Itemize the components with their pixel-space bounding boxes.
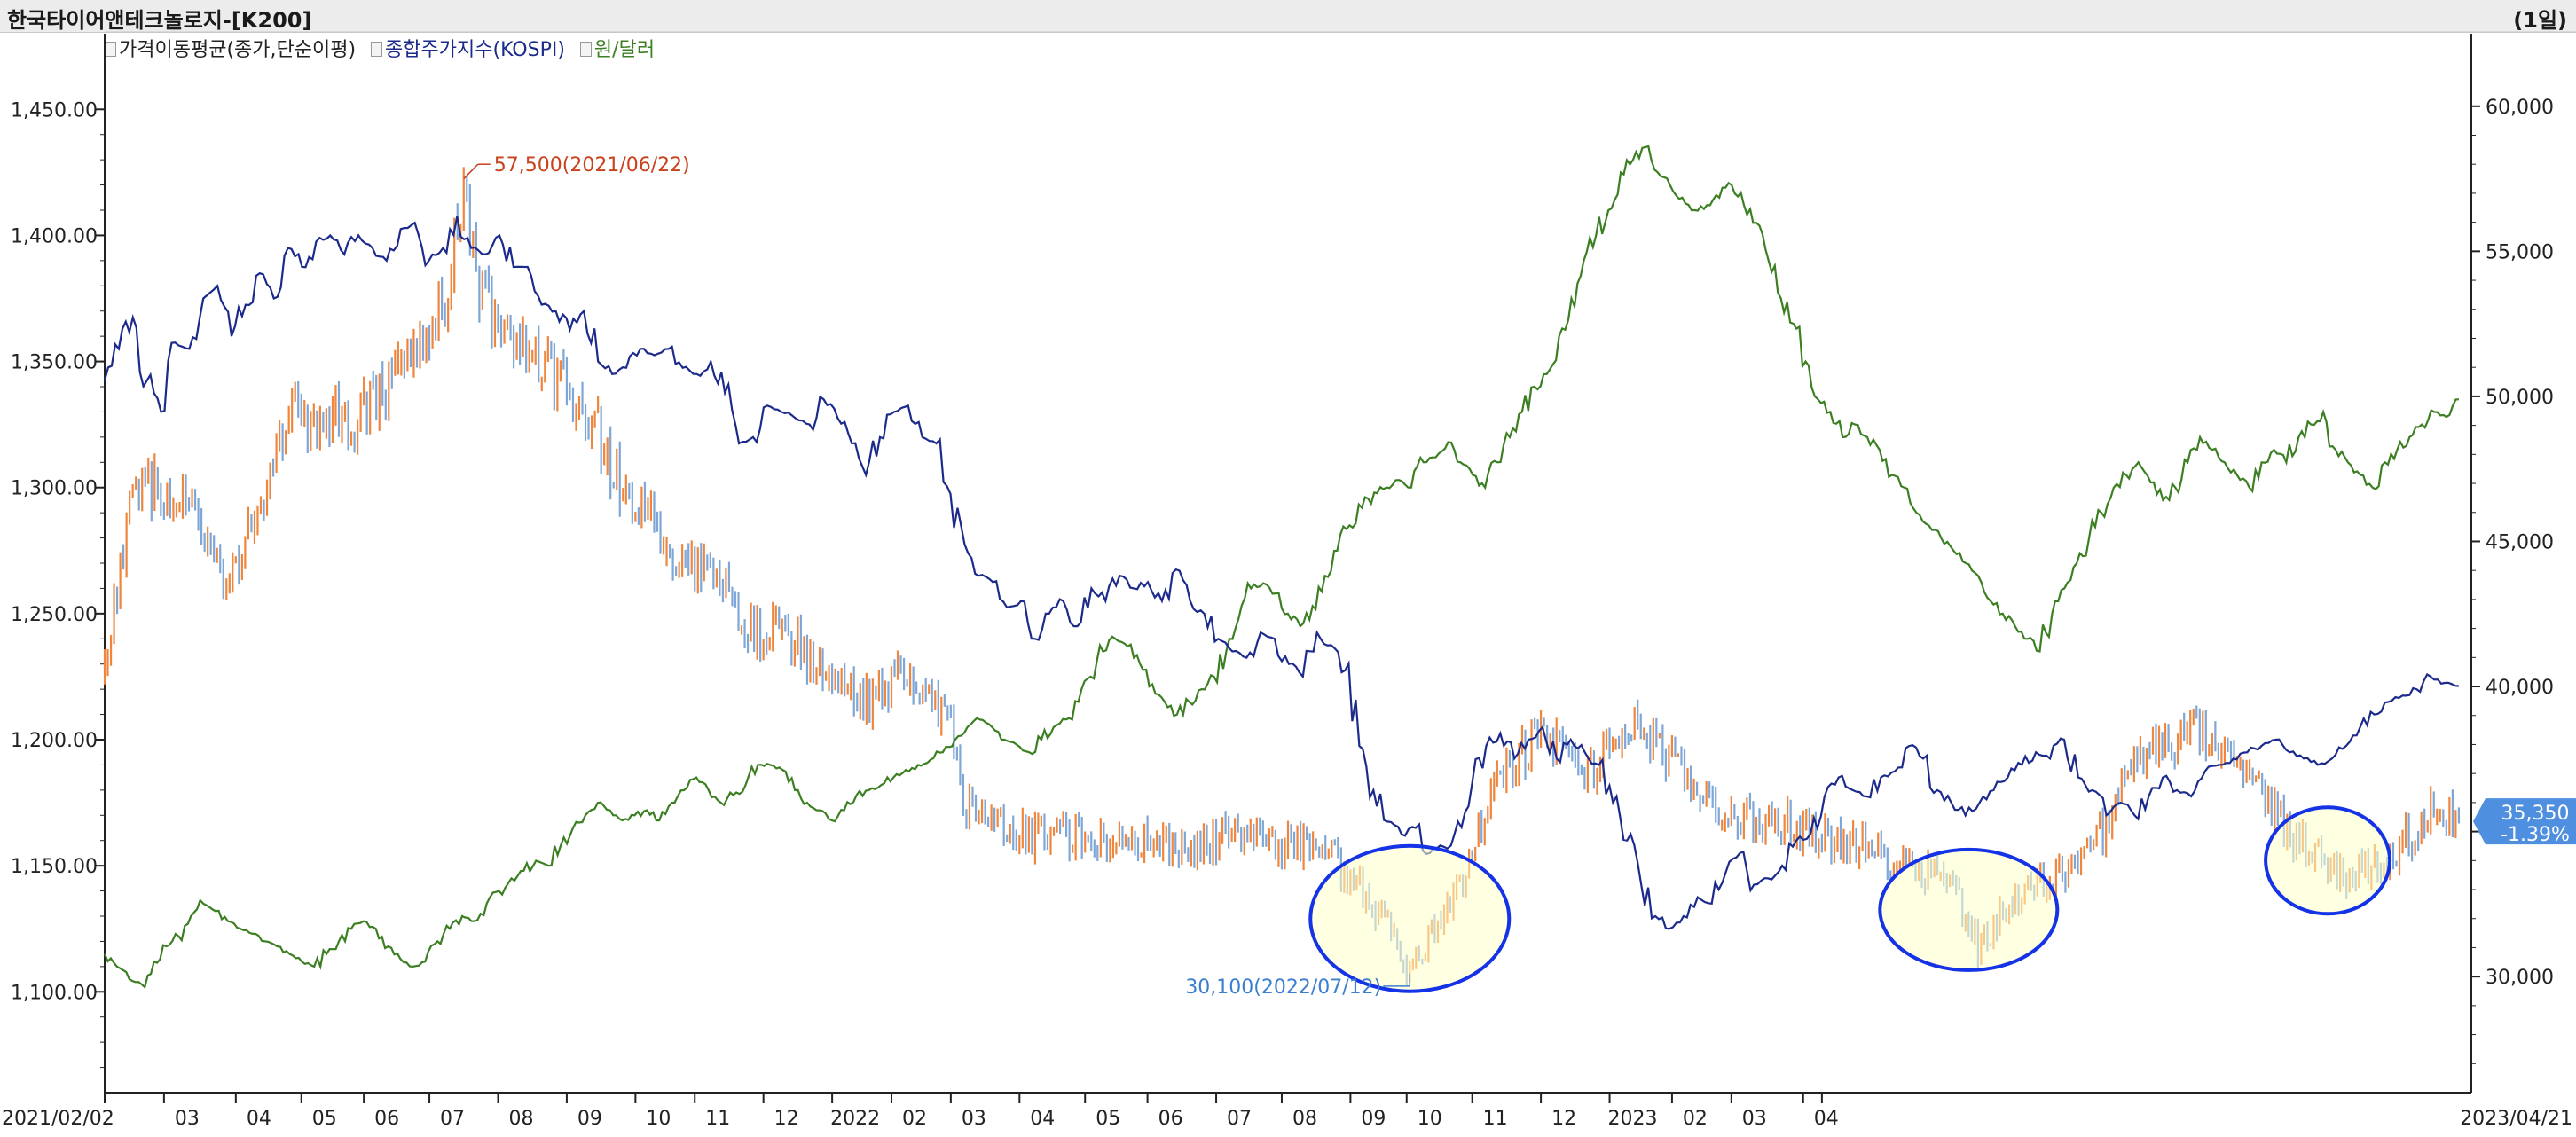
legend-item-kospi[interactable]: 종합주가지수(KOSPI) <box>371 34 565 62</box>
x-tick-label: 12 <box>1551 1108 1576 1130</box>
x-tick-label: 03 <box>175 1108 200 1130</box>
right-tick-label: 30,000 <box>2486 967 2554 989</box>
x-tick-label: 04 <box>247 1108 271 1130</box>
legend-checkbox-icon[interactable] <box>105 42 116 57</box>
left-tick-label: 1,250.00 <box>11 604 98 626</box>
x-tick-label: 02 <box>1683 1108 1708 1130</box>
x-tick-label: 2023 <box>1608 1108 1658 1130</box>
x-tick-label: 06 <box>1158 1108 1183 1130</box>
legend-label-usd-krw: 원/달러 <box>593 39 656 61</box>
legend-checkbox-icon[interactable] <box>579 42 592 57</box>
legend-checkbox-icon[interactable] <box>371 42 383 57</box>
legend-item-moving-average[interactable]: 가격이동평균(종가,단순이평) <box>105 34 356 62</box>
period-selector[interactable]: (1일) <box>2513 8 2567 33</box>
x-tick-label: 07 <box>440 1108 465 1130</box>
right-tick-label: 60,000 <box>2486 97 2554 119</box>
left-tick-label: 1,350.00 <box>11 352 98 374</box>
title-bar: 한국타이어앤테크놀로지-[K200] (1일) <box>0 0 2576 33</box>
left-axis-ticks: 1,450.00 1,400.00 1,350.00 1,300.00 1,250.00… <box>11 99 105 1069</box>
highlight-ellipses <box>1308 805 2392 993</box>
left-tick-label: 1,400.00 <box>11 225 98 247</box>
right-tick-label: 35,000 <box>2486 822 2554 844</box>
chart-title: 한국타이어앤테크놀로지-[K200] <box>7 8 312 33</box>
x-tick-label: 10 <box>646 1108 671 1130</box>
x-tick-label: 2023/04/21 <box>2460 1108 2572 1130</box>
x-tick-label: 09 <box>577 1108 602 1130</box>
right-tick-label: 50,000 <box>2486 387 2554 409</box>
highlight-ellipse <box>1308 843 1512 993</box>
x-tick-label: 09 <box>1361 1108 1386 1130</box>
x-tick-label: 12 <box>774 1108 799 1130</box>
x-tick-label: 2021/02/02 <box>2 1108 114 1130</box>
x-tick-label: 10 <box>1418 1108 1442 1130</box>
last-price-tag <box>2473 798 2576 845</box>
left-tick-label: 1,300.00 <box>11 478 98 500</box>
x-axis-ticks: 2021/02/02 03 04 05 06 07 08 09 10 11 12 2022 02 03 04… <box>2 1093 2572 1130</box>
legend-label-moving-average: 가격이동평균(종가,단순이평) <box>119 39 357 61</box>
legend-item-usd-krw[interactable]: 원/달러 <box>579 34 656 62</box>
left-tick-label: 1,200.00 <box>11 730 98 752</box>
right-tick-label: 55,000 <box>2486 241 2554 263</box>
x-tick-label: 2022 <box>830 1108 880 1130</box>
x-tick-label: 11 <box>705 1108 730 1130</box>
x-tick-label: 07 <box>1227 1108 1252 1130</box>
high-leader-line <box>463 163 479 180</box>
x-tick-label: 03 <box>1742 1108 1767 1130</box>
x-tick-label: 04 <box>1030 1108 1055 1130</box>
right-tick-label: 45,000 <box>2486 531 2554 553</box>
series-lines <box>103 145 2460 990</box>
highlight-ellipse <box>2264 805 2392 916</box>
x-tick-label: 08 <box>508 1108 533 1130</box>
highlight-ellipse <box>1878 847 2060 972</box>
last-price-change: -1.39% <box>2501 824 2570 846</box>
annotations: 57,500(2021/06/22) 30,100(2022/07/12) 35,3… <box>463 154 2576 999</box>
left-tick-label: 1,450.00 <box>11 99 98 122</box>
high-annotation: 57,500(2021/06/22) <box>494 154 690 176</box>
low-annotation: 30,100(2022/07/12) <box>1185 976 1381 999</box>
x-tick-label: 03 <box>962 1108 986 1130</box>
usd-krw-line <box>103 145 2459 990</box>
x-tick-label: 06 <box>374 1108 399 1130</box>
x-tick-label: 11 <box>1483 1108 1508 1130</box>
x-tick-label: 02 <box>902 1108 927 1130</box>
kospi-line <box>103 216 2460 930</box>
legend: 가격이동평균(종가,단순이평) 종합주가지수(KOSPI) 원/달러 <box>105 34 664 62</box>
legend-label-kospi: 종합주가지수(KOSPI) <box>385 39 565 61</box>
right-axis-ticks: 60,000 55,000 50,000 45,000 40,000 35,000 30,0… <box>2471 97 2554 1064</box>
right-tick-label: 40,000 <box>2486 677 2554 699</box>
left-tick-label: 1,100.00 <box>11 982 98 1004</box>
left-tick-label: 1,150.00 <box>11 856 98 878</box>
x-tick-label: 08 <box>1292 1108 1317 1130</box>
x-tick-label: 05 <box>312 1108 337 1130</box>
last-price-value: 35,350 <box>2501 803 2570 825</box>
stock-price-bars <box>103 167 2461 986</box>
x-tick-label: 05 <box>1096 1108 1120 1130</box>
x-tick-label: 04 <box>1814 1108 1839 1130</box>
